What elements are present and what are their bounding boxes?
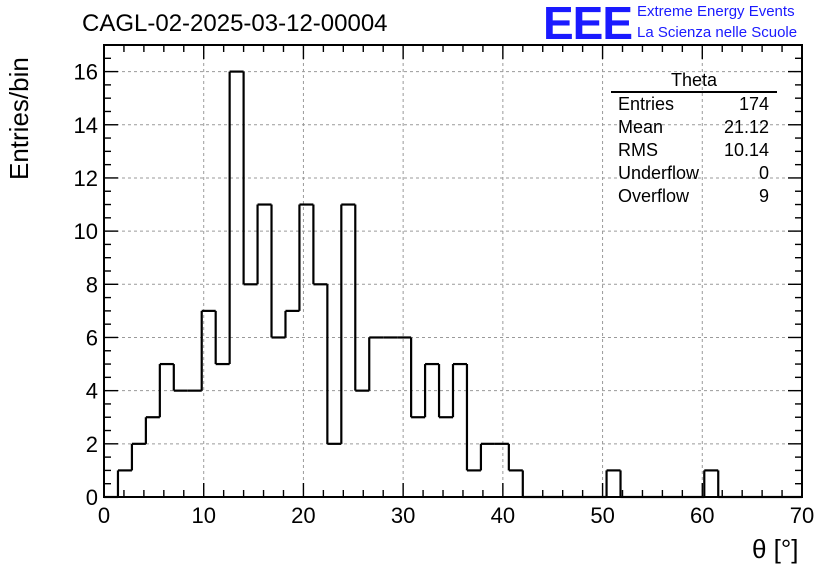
y-tick-label: 10 <box>74 219 98 244</box>
x-tick-label: 20 <box>291 503 315 528</box>
y-tick-label: 0 <box>86 485 98 510</box>
x-tick-labels: 0 10 20 30 40 50 60 70 <box>98 503 814 528</box>
x-tick-label: 70 <box>790 503 814 528</box>
y-axis-label: Entries/bin <box>4 57 34 180</box>
stats-value: 10.14 <box>723 140 769 160</box>
stats-value: 0 <box>758 163 769 183</box>
stats-title: Theta <box>611 70 777 93</box>
stats-value: 21.12 <box>723 117 769 137</box>
stats-row-entries: Entries 174 <box>611 93 777 116</box>
stats-row-underflow: Underflow 0 <box>611 162 777 185</box>
x-tick-label: 50 <box>590 503 614 528</box>
x-axis-label: θ [°] <box>752 534 799 564</box>
y-tick-label: 12 <box>74 166 98 191</box>
x-tick-label: 60 <box>690 503 714 528</box>
stats-label: Overflow <box>618 186 690 206</box>
y-tick-label: 16 <box>74 60 98 85</box>
y-tick-label: 6 <box>86 325 98 350</box>
y-tick-label: 2 <box>86 432 98 457</box>
y-tick-label: 14 <box>74 113 98 138</box>
x-tick-label: 10 <box>191 503 215 528</box>
axis-ticks <box>103 44 803 498</box>
stats-label: Underflow <box>618 163 700 183</box>
x-tick-label: 40 <box>491 503 515 528</box>
y-tick-labels: 0 2 4 6 8 10 12 14 16 <box>74 60 98 510</box>
stats-row-rms: RMS 10.14 <box>611 139 777 162</box>
stats-label: RMS <box>618 140 658 160</box>
x-tick-label: 0 <box>98 503 110 528</box>
y-tick-label: 8 <box>86 272 98 297</box>
stats-label: Mean <box>618 117 664 137</box>
stats-box: Theta Entries 174 Mean 21.12 RMS 10.14 U… <box>611 70 777 208</box>
x-tick-label: 30 <box>391 503 415 528</box>
stats-label: Entries <box>618 94 675 114</box>
stats-value: 9 <box>758 186 769 206</box>
stats-row-mean: Mean 21.12 <box>611 116 777 139</box>
y-tick-label: 4 <box>86 379 98 404</box>
stats-value: 174 <box>738 94 769 114</box>
chart-title: CAGL-02-2025-03-12-00004 <box>82 10 388 37</box>
stats-row-overflow: Overflow 9 <box>611 185 777 208</box>
brand-subtitle-line: La Scienza nelle Scuole <box>637 24 798 41</box>
eee-logo: EEE <box>543 0 633 49</box>
brand-name-line: Extreme Energy Events <box>637 3 795 20</box>
